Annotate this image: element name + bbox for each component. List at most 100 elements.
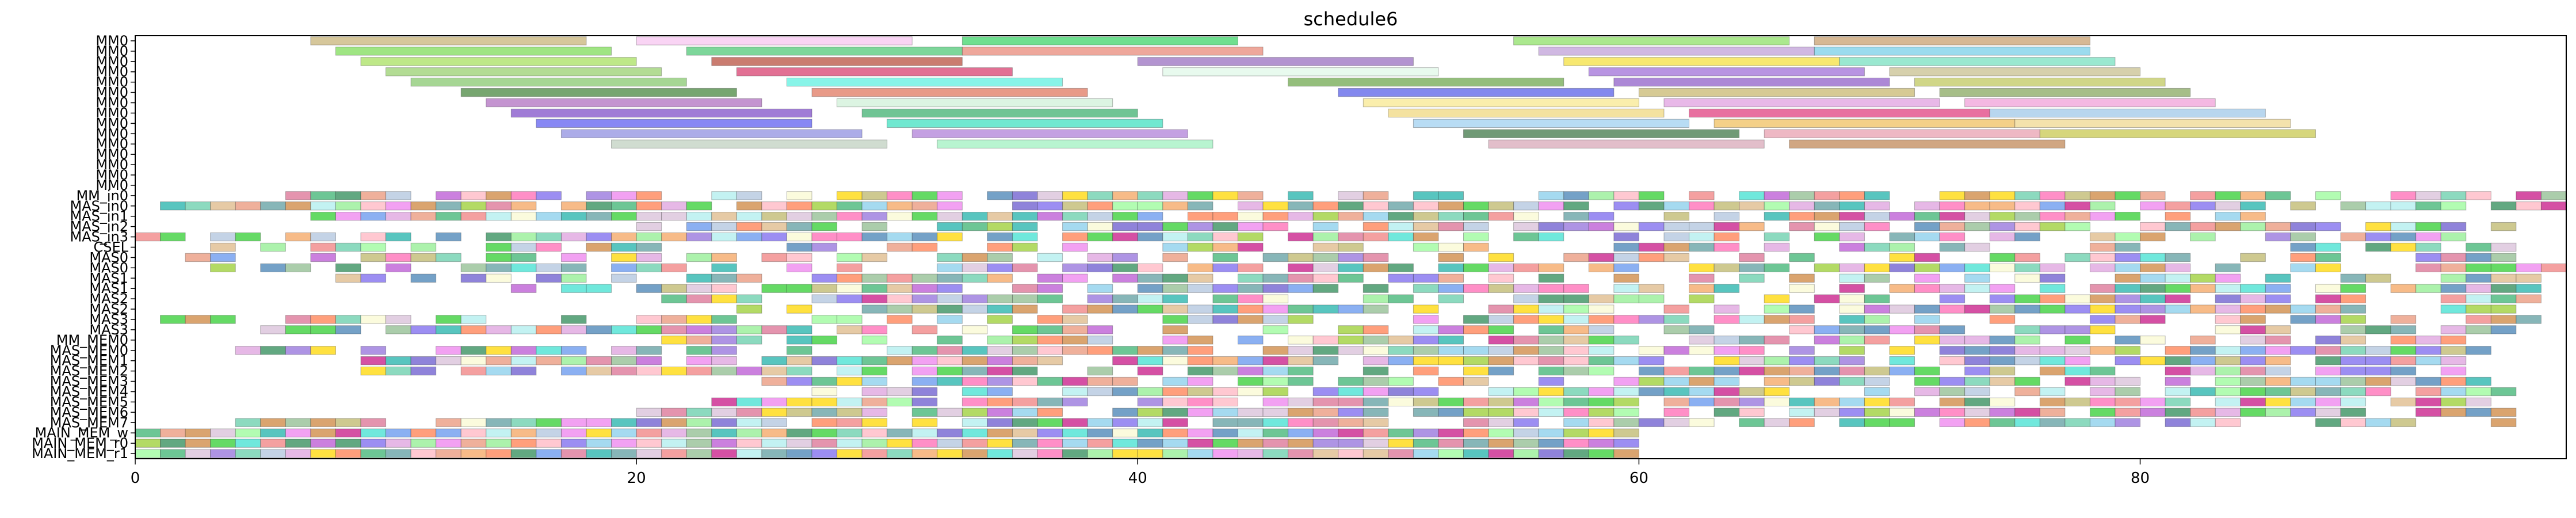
gantt-task-bar [1613,232,1639,242]
gantt-task-bar [1538,397,1564,407]
gantt-task-bar [386,366,411,376]
gantt-task-bar [686,212,712,221]
gantt-bar [1488,139,1765,148]
gantt-task-bar [1338,439,1364,448]
gantt-task-bar [1212,315,1238,324]
gantt-task-bar [386,315,411,324]
gantt-task-bar [310,439,336,448]
gantt-task-bar [1488,253,1514,262]
gantt-bar [636,36,913,45]
gantt-task-bar [2165,376,2191,386]
gantt-task-bar [2340,315,2367,324]
gantt-task-bar [2190,336,2216,345]
gantt-task-bar [2466,284,2491,293]
gantt-task-bar [510,428,537,437]
gantt-task-bar [786,449,812,458]
gantt-task-bar [2039,346,2066,355]
gantt-task-bar [1312,346,1339,355]
gantt-task-bar [360,212,387,221]
gantt-task-bar [1638,294,1665,303]
gantt-task-bar [1112,376,1138,386]
gantt-task-bar [1187,212,1213,221]
gantt-task-bar [2140,273,2166,283]
gantt-task-bar [1312,387,1339,397]
gantt-task-bar [711,253,737,262]
gantt-task-bar [686,346,712,355]
gantt-task-bar [1262,428,1289,437]
gantt-task-bar [2215,212,2241,221]
gantt-task-bar [1663,325,1690,334]
gantt-task-bar [2265,294,2291,303]
gantt-task-bar [1864,315,1890,324]
gantt-task-bar [310,242,336,252]
gantt-task-bar [1413,449,1439,458]
gantt-task-bar [1338,346,1364,355]
gantt-task-bar [260,439,286,448]
gantt-bar [486,98,762,108]
gantt-task-bar [2340,304,2367,314]
gantt-task-bar [1889,212,1915,221]
gantt-bar [1363,98,1639,108]
gantt-task-bar [736,191,762,200]
gantt-task-bar [185,449,211,458]
gantt-task-bar [1638,253,1665,262]
gantt-bar [386,67,662,77]
gantt-task-bar [1062,397,1088,407]
gantt-task-bar [1588,325,1615,334]
gantt-task-bar [335,273,361,283]
gantt-task-bar [786,212,812,221]
gantt-task-bar [1864,397,1890,407]
gantt-task-bar [1312,263,1339,273]
gantt-task-bar [711,366,737,376]
gantt-bar [1413,119,1690,128]
gantt-task-bar [2340,407,2367,417]
gantt-task-bar [1588,346,1615,355]
gantt-bar [1388,108,1665,118]
gantt-task-bar [861,418,888,427]
gantt-task-bar [2190,191,2216,200]
gantt-task-bar [1438,397,1464,407]
gantt-task-bar [1062,439,1088,448]
gantt-task-bar [736,336,762,345]
gantt-task-bar [1889,346,1915,355]
gantt-task-bar [761,201,787,211]
gantt-task-bar [786,356,812,365]
gantt-task-bar [1262,304,1289,314]
gantt-task-bar [611,346,637,355]
gantt-task-bar [2215,191,2241,200]
gantt-task-bar [2340,201,2367,211]
gantt-task-bar [2490,387,2517,397]
gantt-task-bar [1162,222,1188,231]
gantt-task-bar [837,201,863,211]
gantt-task-bar [2540,263,2567,273]
gantt-task-bar [2115,376,2141,386]
gantt-task-bar [1187,397,1213,407]
gantt-task-bar [786,232,812,242]
gantt-task-bar [937,376,963,386]
y-tick-label: MAS_MEM3 [50,374,128,390]
gantt-task-bar [360,356,387,365]
gantt-task-bar [1889,407,1915,417]
gantt-task-bar [1939,397,1966,407]
gantt-task-bar [1312,336,1339,345]
gantt-task-bar [2215,397,2241,407]
gantt-task-bar [360,201,387,211]
gantt-task-bar [1588,191,1615,200]
gantt-task-bar [1939,212,1966,221]
gantt-task-bar [1488,325,1514,334]
gantt-task-bar [1312,428,1339,437]
gantt-task-bar [1388,449,1414,458]
gantt-task-bar [1739,253,1765,262]
gantt-task-bar [611,428,637,437]
gantt-task-bar [1789,212,1815,221]
gantt-task-bar [1513,222,1539,231]
gantt-task-bar [1964,263,1990,273]
gantt-task-bar [911,294,938,303]
gantt-task-bar [1062,346,1088,355]
gantt-task-bar [1187,242,1213,252]
gantt-task-bar [2466,294,2491,303]
gantt-task-bar [1513,407,1539,417]
gantt-task-bar [1137,366,1163,376]
gantt-task-bar [987,304,1013,314]
gantt-task-bar [2240,376,2266,386]
